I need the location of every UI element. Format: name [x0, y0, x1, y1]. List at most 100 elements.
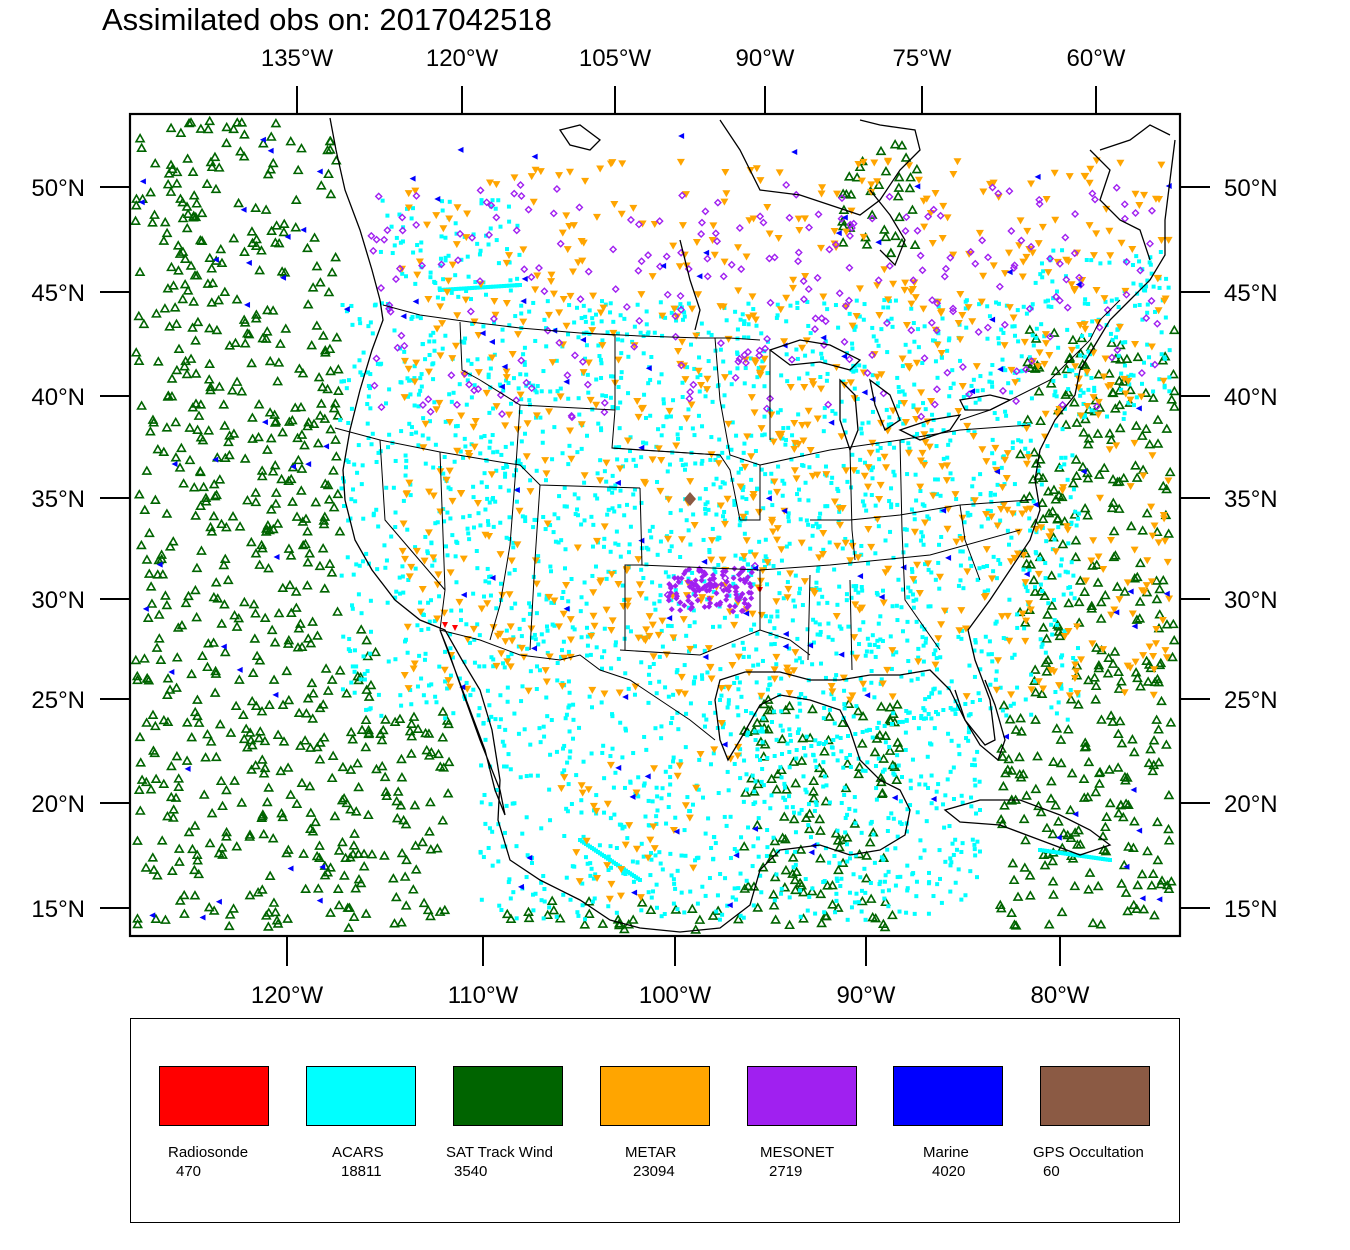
acars-marker [1070, 852, 1075, 857]
acars-marker [338, 418, 343, 423]
acars-marker [563, 547, 568, 552]
acars-marker [507, 323, 512, 328]
sat-wind-marker [148, 745, 159, 755]
acars-marker [908, 803, 913, 808]
acars-marker [804, 790, 809, 795]
metar-marker [720, 520, 729, 528]
acars-marker [741, 646, 746, 651]
metar-marker [423, 221, 432, 229]
acars-marker [985, 508, 990, 513]
metar-marker [616, 465, 625, 473]
acars-marker [610, 405, 615, 410]
acars-marker [451, 390, 456, 395]
metar-marker [846, 696, 855, 704]
acars-marker [649, 355, 654, 360]
acars-marker [702, 724, 707, 729]
sat-wind-marker [245, 734, 257, 745]
metar-marker [1138, 587, 1147, 595]
acars-marker [1052, 597, 1057, 602]
acars-marker [724, 823, 729, 828]
metar-marker [1112, 442, 1121, 450]
metar-marker [851, 601, 860, 609]
acars-marker [918, 489, 923, 494]
acars-marker [927, 695, 932, 700]
acars-marker [692, 679, 697, 684]
metar-marker [1013, 550, 1022, 558]
metar-marker [882, 464, 891, 472]
metar-marker [596, 165, 605, 173]
acars-marker [580, 881, 585, 886]
acars-marker [853, 324, 858, 329]
acars-marker [752, 789, 757, 794]
sat-wind-marker [256, 754, 268, 764]
acars-marker [814, 765, 819, 770]
acars-marker [1068, 688, 1073, 693]
acars-marker [458, 608, 463, 613]
sat-wind-marker [290, 602, 302, 612]
acars-marker [805, 371, 810, 376]
metar-marker [649, 653, 658, 661]
metar-marker [800, 384, 809, 392]
acars-marker [1015, 308, 1020, 313]
acars-marker [451, 287, 456, 292]
acars-marker [728, 814, 733, 819]
acars-marker [886, 904, 891, 909]
metar-marker [577, 782, 586, 790]
sat-wind-marker [230, 700, 242, 711]
sat-wind-marker [762, 724, 774, 734]
acars-marker [1050, 632, 1055, 637]
acars-marker [504, 535, 509, 540]
metar-marker [506, 663, 515, 671]
sat-wind-marker [269, 409, 281, 419]
sat-wind-marker [1007, 857, 1019, 868]
acars-marker [1015, 612, 1020, 617]
acars-marker [488, 385, 493, 390]
metar-marker [502, 259, 511, 267]
acars-marker [714, 512, 719, 517]
sat-wind-marker [893, 211, 905, 222]
acars-marker [641, 783, 646, 788]
sat-wind-marker [147, 852, 159, 862]
acars-marker [870, 373, 875, 378]
sat-wind-marker [337, 761, 349, 772]
sat-wind-marker [768, 889, 779, 899]
sat-wind-marker [237, 709, 249, 720]
acars-marker [823, 846, 828, 851]
acars-marker [757, 539, 762, 544]
acars-marker [576, 496, 581, 501]
acars-marker [783, 437, 788, 442]
sat-wind-marker [1134, 613, 1146, 623]
acars-marker [423, 461, 428, 466]
acars-marker [562, 485, 567, 490]
metar-marker [997, 613, 1006, 621]
sat-wind-marker [1071, 470, 1083, 481]
sat-wind-marker [1152, 438, 1164, 448]
acars-marker [894, 603, 899, 608]
sat-wind-marker [362, 809, 374, 820]
acars-marker [900, 775, 904, 779]
acars-marker [977, 566, 982, 571]
sat-wind-marker [136, 400, 147, 410]
acars-marker [929, 742, 934, 747]
sat-wind-marker [1037, 472, 1049, 483]
sat-wind-marker [226, 385, 238, 395]
sat-wind-marker [256, 470, 268, 481]
acars-marker [579, 446, 584, 451]
acars-marker [1105, 312, 1110, 317]
acars-marker [523, 515, 528, 520]
acars-marker [873, 503, 878, 508]
metar-marker [657, 457, 666, 465]
metar-marker [1022, 425, 1031, 433]
acars-marker [557, 494, 562, 499]
acars-marker [414, 430, 419, 435]
acars-marker [1004, 413, 1009, 418]
sat-wind-marker [319, 478, 331, 488]
acars-marker [864, 649, 869, 654]
acars-marker [653, 607, 658, 612]
acars-marker [977, 779, 982, 784]
acars-marker [772, 626, 777, 631]
acars-marker [945, 455, 950, 460]
acars-marker [1049, 849, 1054, 854]
acars-marker [899, 821, 904, 826]
sat-wind-marker [217, 800, 228, 811]
